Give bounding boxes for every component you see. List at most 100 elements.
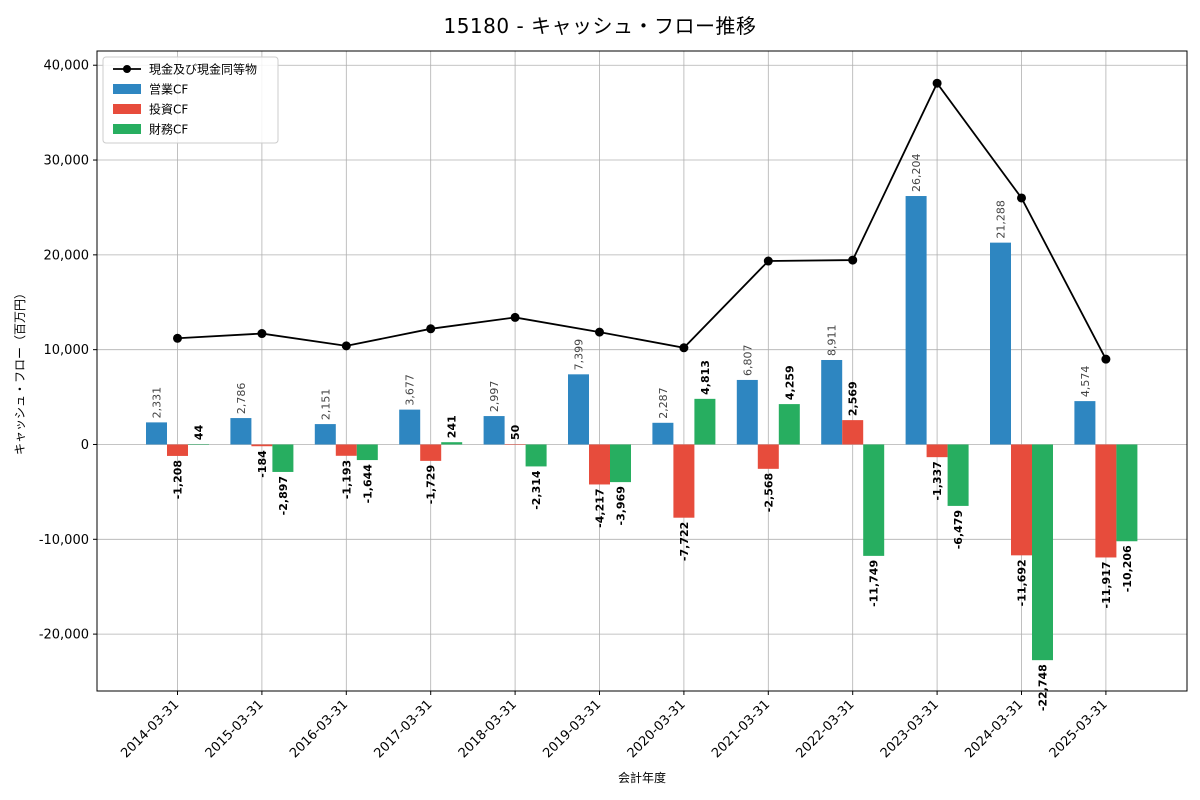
bar [314,424,336,445]
bar-value-label: 241 [446,415,459,438]
bar [188,444,209,445]
bar-value-label: -7,722 [678,522,691,561]
bar-value-label: -11,749 [868,560,881,607]
bar [673,444,695,518]
bar [356,444,378,461]
x-tick-label: 2015-03-31 [203,697,267,761]
bar [1074,401,1096,445]
bar-value-label: -11,917 [1100,561,1113,608]
bar-value-label: -2,568 [762,473,775,512]
bar [863,444,885,556]
bar [589,444,610,485]
line-point [679,343,689,353]
bar-value-label: 3,677 [404,374,417,406]
y-tick-label: 40,000 [44,59,90,74]
line-point [932,78,942,88]
bar-value-label: -2,897 [277,476,290,515]
y-tick-label: 30,000 [44,154,90,169]
line-point [848,255,858,265]
x-tick-label: 2025-03-31 [1047,697,1111,761]
bar [610,444,631,483]
line-point [595,327,604,337]
bar-value-label: -4,217 [594,488,607,527]
bar-value-label: -1,644 [361,464,374,504]
line-layer [173,78,1111,364]
bar-value-label: -1,193 [340,460,353,499]
x-tick-label: 2019-03-31 [540,697,604,761]
bar-value-label: -6,479 [952,510,965,549]
bar [1095,444,1117,558]
line-point [1017,193,1026,203]
x-tick-label: 2024-03-31 [962,697,1026,761]
legend-bar-swatch [113,104,141,114]
line-point [173,333,182,343]
bar-value-label: 8,911 [826,324,839,356]
bar-value-label: 2,331 [151,387,164,419]
bar [757,444,779,469]
x-tick-label: 2018-03-31 [456,697,520,761]
y-tick-label: 0 [81,438,89,453]
y-tick-label: -10,000 [39,533,89,548]
legend-box [102,56,279,144]
x-tick-label: 2020-03-31 [625,697,689,761]
chart-title: 15180 - キャッシュ・フロー推移 [443,14,757,38]
bar-value-label: 50 [509,424,522,440]
legend-marker [123,65,131,73]
bar-value-label: 2,569 [847,381,860,416]
x-tick-label: 2014-03-31 [118,697,182,761]
legend-label: 現金及び現金同等物 [149,62,257,77]
bar [335,444,357,456]
bar-value-label: 2,997 [488,381,501,412]
plot-frame [96,50,1188,692]
bar-value-label: -3,969 [615,486,628,525]
bar [1032,444,1053,661]
line-point [1101,354,1111,364]
legend-label: 財務CF [149,122,188,137]
bar [167,444,188,456]
bar-value-label: -11,692 [1016,559,1029,606]
y-tick-label: 10,000 [44,343,90,358]
line-point [763,256,773,266]
legend-label: 営業CF [149,83,188,97]
bar [483,416,505,445]
line-point [257,329,267,339]
line-point [510,312,520,322]
bar-value-label: -10,206 [1121,545,1134,592]
bar [694,398,716,445]
bar-value-label: -1,729 [425,465,438,504]
y-tick-label: 20,000 [44,248,90,263]
bar-value-label: 2,151 [319,389,332,421]
bar [778,404,800,445]
bar-value-label: 6,807 [741,344,754,376]
bar-value-label: 4,574 [1079,366,1092,398]
bar [146,422,167,445]
bar [736,379,758,445]
bar-value-label: -1,208 [172,460,185,499]
bar [842,420,864,445]
labels-layer: 2,331 2,786 2,151 3,677 2,997 7,399 2,287 6,807… [151,154,1134,712]
x-tick-label: 2023-03-31 [878,697,942,761]
bar-value-label: 4,259 [783,365,796,400]
cash-line [177,81,1107,360]
bar [821,359,843,445]
x-tick-label: 2017-03-31 [371,697,435,761]
bar [230,418,252,445]
bar-value-label: -2,314 [530,470,543,510]
bar [525,444,547,467]
bar [990,242,1011,445]
bar [947,444,969,506]
bar [420,444,442,461]
bar [1011,444,1032,556]
legend-label: 投資CF [149,102,188,117]
bars-layer [146,196,1138,661]
bar [652,422,674,445]
axes-layer: -20,000 -10,000 0 10,000 20,000 30,000 40,000 2… [39,50,1188,761]
bar [399,409,421,445]
bar [568,374,589,445]
bar [272,444,294,472]
bar-value-label: 44 [193,424,206,440]
bar-value-label: 21,288 [995,200,1008,239]
